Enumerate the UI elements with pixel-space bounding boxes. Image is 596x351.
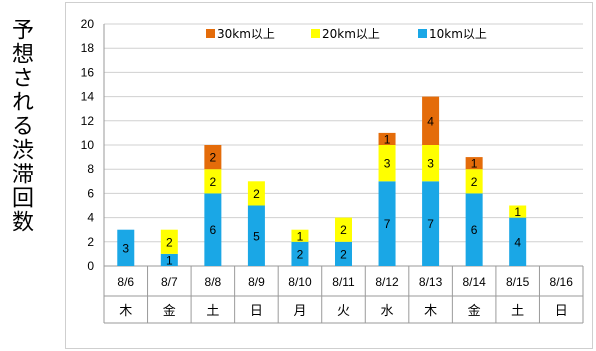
bar-segment	[509, 205, 527, 218]
data-label: 2	[340, 223, 347, 237]
data-label: 1	[384, 132, 391, 146]
weekday-label: 日	[555, 304, 568, 319]
weekday-label: 火	[337, 304, 350, 319]
bar-segment	[291, 229, 309, 242]
weekday-label: 月	[293, 304, 306, 319]
data-label: 3	[384, 157, 391, 171]
weekday-label: 土	[511, 304, 524, 319]
x-tick-label: 8/7	[161, 275, 178, 289]
y-tick-label: 16	[81, 65, 95, 79]
legend-label: 30km以上	[217, 27, 275, 41]
y-axis-title-container: 予想される渋滞回数	[0, 18, 40, 318]
legend-swatch	[206, 29, 215, 38]
data-label: 3	[427, 157, 434, 171]
data-label: 1	[166, 253, 173, 267]
x-tick-label: 8/12	[375, 275, 399, 289]
bar-segment	[335, 217, 352, 242]
bar-segment	[465, 193, 483, 266]
bar-segment	[160, 229, 178, 254]
weekday-label: 木	[424, 304, 437, 319]
weekday-label: 金	[163, 303, 176, 319]
y-tick-label: 10	[81, 138, 95, 152]
data-label: 2	[166, 235, 173, 249]
legend-swatch	[311, 29, 320, 38]
data-label: 2	[210, 175, 217, 189]
bar-segment	[160, 253, 178, 266]
data-label: 2	[340, 247, 347, 261]
data-label: 1	[514, 205, 521, 219]
y-tick-label: 2	[87, 235, 94, 249]
bar-segment	[291, 241, 309, 266]
data-label: 6	[210, 223, 217, 237]
y-tick-label: 20	[81, 17, 95, 31]
data-label: 2	[471, 175, 478, 189]
bar-segment	[422, 145, 440, 182]
x-tick-label: 8/6	[117, 275, 134, 289]
bar-segment	[247, 205, 265, 266]
bar-segment	[465, 157, 483, 170]
legend-swatch	[418, 29, 427, 38]
legend-label: 10km以上	[429, 27, 487, 41]
bar-segment	[247, 181, 265, 206]
data-label: 3	[122, 241, 129, 255]
x-tick-label: 8/9	[248, 275, 265, 289]
x-tick-label: 8/15	[506, 275, 530, 289]
y-tick-label: 8	[87, 162, 94, 176]
weekday-label: 金	[468, 303, 481, 319]
bar-segment	[204, 193, 222, 266]
data-label: 7	[384, 217, 391, 231]
weekday-label: 土	[206, 304, 219, 319]
bar-segment	[204, 169, 222, 194]
data-label: 2	[297, 247, 304, 261]
bar-segment	[204, 145, 222, 170]
y-tick-label: 0	[87, 259, 94, 273]
x-tick-label: 8/16	[550, 275, 574, 289]
legend-label: 20km以上	[322, 27, 380, 41]
y-axis-title: 予想される渋滞回数	[8, 18, 33, 234]
x-tick-label: 8/8	[205, 275, 222, 289]
bar-segment	[422, 96, 440, 145]
weekday-label: 水	[381, 304, 394, 319]
chart-frame	[65, 2, 593, 349]
data-label: 4	[514, 235, 521, 249]
y-tick-label: 18	[81, 41, 95, 55]
data-label: 2	[253, 187, 260, 201]
y-tick-label: 14	[81, 90, 95, 104]
data-label: 5	[253, 229, 260, 243]
weekday-label: 木	[119, 304, 132, 319]
bar-segment	[378, 181, 396, 266]
x-tick-label: 8/13	[419, 275, 443, 289]
weekday-label: 日	[250, 304, 263, 319]
data-label: 2	[210, 151, 217, 165]
x-tick-label: 8/14	[462, 275, 486, 289]
data-label: 4	[427, 114, 434, 128]
data-label: 6	[471, 223, 478, 237]
bar-segment	[422, 181, 440, 266]
y-tick-label: 6	[87, 186, 94, 200]
bar-segment	[378, 132, 396, 145]
data-label: 7	[427, 217, 434, 231]
bar-segment	[117, 229, 135, 266]
bar-segment	[378, 145, 396, 182]
bar-segment	[335, 241, 352, 266]
data-label: 1	[297, 229, 304, 243]
x-tick-label: 8/11	[332, 275, 355, 289]
y-tick-label: 12	[81, 114, 95, 128]
y-tick-label: 4	[87, 211, 94, 225]
bar-segment	[465, 169, 483, 194]
bar-segment	[509, 217, 527, 266]
data-label: 1	[471, 157, 478, 171]
x-tick-label: 8/10	[288, 275, 312, 289]
